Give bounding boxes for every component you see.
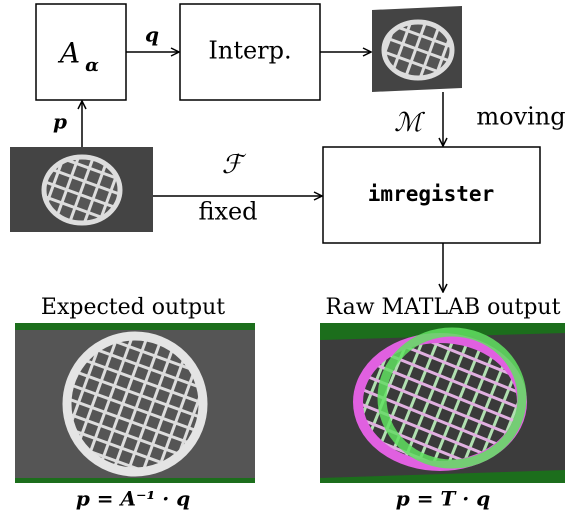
node-label: imregister <box>368 182 494 206</box>
edge-label: p <box>53 110 67 134</box>
node-subscript: α <box>85 55 99 76</box>
edge-label: ℳ <box>394 108 425 138</box>
node-label: A <box>57 37 80 70</box>
moving-image <box>372 6 462 92</box>
diagram: A α Interp. imregister q p ℳ moving ℱ fi… <box>0 0 575 521</box>
matlab-image <box>320 323 565 483</box>
node-label: Interp. <box>208 37 291 65</box>
edge-label: ℱ <box>222 150 247 180</box>
panel-title: Raw MATLAB output <box>326 295 561 320</box>
panel-formula: p = T · q <box>396 487 490 511</box>
box-a <box>36 4 126 100</box>
edge-label: q <box>145 23 159 47</box>
panel-formula: p = A⁻¹ · q <box>76 487 190 511</box>
fixed-image <box>10 147 153 232</box>
edge-sublabel: moving <box>476 103 565 131</box>
edge-sublabel: fixed <box>198 198 257 226</box>
expected-image <box>15 323 255 483</box>
panel-title: Expected output <box>41 295 225 320</box>
